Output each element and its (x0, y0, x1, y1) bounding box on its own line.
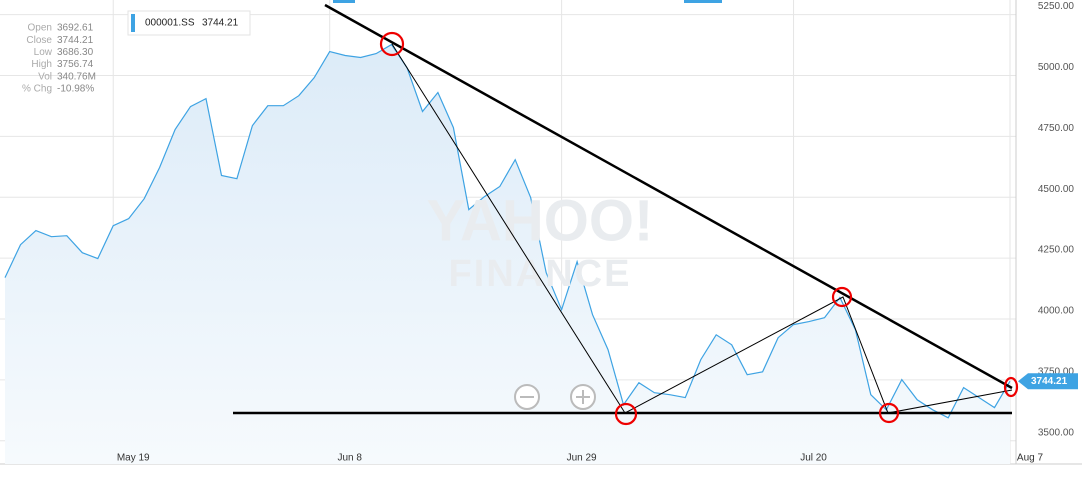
line (4, 43, 1011, 419)
y-tick-label: 4750.00 (1038, 123, 1075, 134)
handle[interactable] (684, 0, 722, 3)
quote-value: 340.76M (57, 71, 96, 82)
quote-label: Low (34, 47, 53, 58)
y-tick-label: 4000.00 (1038, 306, 1075, 317)
quote-label: Vol (38, 71, 52, 82)
legend-swatch (131, 14, 135, 32)
legend: 000001.SS 3744.21 (127, 10, 251, 36)
x-tick-label: May 19 (117, 453, 150, 464)
watermark: FINANCE (449, 253, 632, 295)
area (5, 44, 1010, 464)
x-tick-label: Jun 29 (567, 453, 597, 464)
circles (379, 31, 1019, 426)
quote-label: Open (28, 23, 52, 34)
quote-label: High (31, 59, 52, 70)
quote-value: 3692.61 (57, 23, 94, 34)
y-tick-label: 4250.00 (1038, 245, 1075, 256)
legend-box (127, 10, 251, 36)
legend-value: 3744.21 (202, 18, 239, 29)
circle (614, 402, 638, 426)
quote-label: % Chg (22, 84, 52, 95)
quote-value: -10.98% (57, 84, 94, 95)
legend-label: 000001.SS (145, 18, 195, 29)
x-tick-label: Jul 20 (800, 453, 827, 464)
quote-panel: Open 3692.61 Close 3744.21 Low 3686.30 High 375… (22, 23, 96, 95)
quote-value: 3756.74 (57, 59, 94, 70)
y-tick-label: 4500.00 (1038, 184, 1075, 195)
y-tick-label: 3750.00 (1038, 366, 1075, 377)
y-tick-label: 5250.00 (1038, 1, 1075, 12)
handle[interactable] (333, 0, 355, 3)
circle (831, 286, 853, 308)
price-tag (1018, 373, 1078, 390)
zigzag-line (391, 43, 1013, 414)
y-tick-label: 3500.00 (1038, 427, 1075, 438)
trend-line (324, 3, 1013, 390)
quote-value: 3686.30 (57, 47, 94, 58)
watermark: YAHOO! (427, 188, 654, 253)
zoom-controls (514, 384, 596, 410)
circle (1003, 376, 1019, 398)
y-tick-label: 5000.00 (1038, 62, 1075, 73)
plot (4, 43, 1011, 464)
circle (379, 31, 405, 57)
quote-label: Close (26, 35, 52, 46)
x-tick-label: Aug 7 (1017, 453, 1044, 464)
annotations (233, 3, 1019, 426)
y-axis: 3500.00 3750.00 4000.00 4250.00 4500.00 4750.… (117, 1, 1078, 464)
quote-value: 3744.21 (57, 35, 94, 46)
price-label: 3744.21 (1031, 376, 1068, 387)
x-tick-label: Jun 8 (337, 453, 362, 464)
circle (878, 402, 900, 424)
